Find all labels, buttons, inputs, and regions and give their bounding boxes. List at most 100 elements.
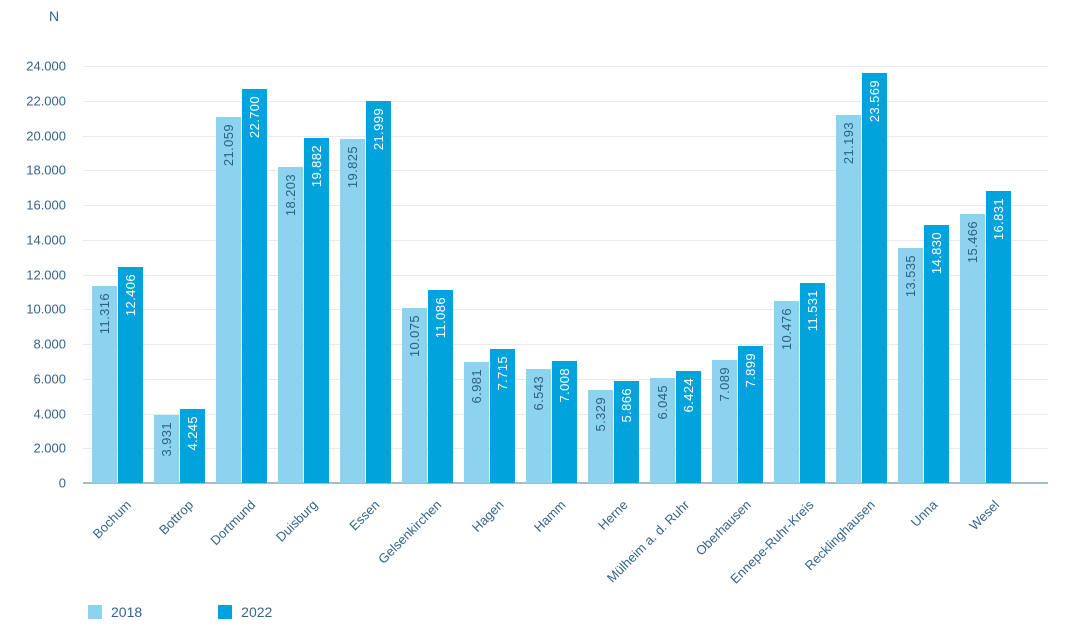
bar-2022-oberhausen: 7.899 [738, 346, 763, 483]
bar-value-label: 15.466 [965, 221, 980, 264]
x-axis-label: Herne [594, 497, 631, 533]
bar-value-label: 23.569 [867, 80, 882, 123]
bar-2022-duisburg: 19.882 [304, 138, 329, 483]
legend-label: 2018 [111, 604, 143, 620]
bar-2022-gelsenkirchen: 11.086 [428, 290, 453, 483]
bar-group-hagen: 6.981 7.715 [464, 349, 515, 483]
bar-2018-unna: 13.535 [898, 248, 923, 483]
bar-value-label: 19.825 [345, 146, 360, 189]
x-axis-label: Oberhausen [693, 497, 755, 559]
bar-2022-ennepe-ruhr-kreis: 11.531 [800, 283, 825, 483]
bar-2022-dortmund: 22.700 [242, 89, 267, 483]
bar-2018-essen: 19.825 [340, 139, 365, 483]
gridline [83, 274, 1048, 276]
bar-value-label: 7.089 [717, 367, 732, 402]
bar-2018-hagen: 6.981 [464, 362, 489, 483]
y-tick-label: 0 [58, 475, 66, 491]
bar-group-wesel: 15.466 16.831 [960, 191, 1011, 483]
bar-2018-recklinghausen: 21.193 [836, 115, 861, 483]
bar-value-label: 22.700 [247, 96, 262, 139]
bar-group-unna: 13.535 14.830 [898, 225, 949, 483]
x-axis-label: Gelsenkirchen [374, 497, 445, 567]
bar-2018-duisburg: 18.203 [278, 167, 303, 483]
bar-2022-essen: 21.999 [366, 101, 391, 483]
bar-value-label: 13.535 [903, 255, 918, 298]
y-tick-label: 6.000 [33, 371, 66, 387]
y-tick-label: 16.000 [26, 197, 66, 213]
x-axis-label: Hamm [530, 497, 569, 535]
y-tick-label: 10.000 [26, 301, 66, 317]
bar-group-gelsenkirchen: 10.075 11.086 [402, 290, 453, 483]
bar-2018-oberhausen: 7.089 [712, 360, 737, 483]
bar-group-oberhausen: 7.089 7.899 [712, 346, 763, 483]
bar-group-hamm: 6.543 7.008 [526, 361, 577, 483]
bar-value-label: 16.831 [991, 198, 1006, 241]
bar-group-bottrop: 3.931 4.245 [154, 409, 205, 483]
bar-2022-hamm: 7.008 [552, 361, 577, 483]
gridline [83, 66, 1048, 67]
bar-2018-m-lheim-a-d-ruhr: 6.045 [650, 378, 675, 483]
y-tick-label: 8.000 [33, 336, 66, 352]
bar-2022-recklinghausen: 23.569 [862, 73, 887, 483]
bar-value-label: 12.406 [123, 274, 138, 317]
bar-value-label: 14.830 [929, 232, 944, 275]
bar-group-dortmund: 21.059 22.700 [216, 89, 267, 483]
legend-label: 2022 [241, 604, 273, 620]
y-tick-label: 12.000 [26, 267, 66, 282]
y-tick-label: 18.000 [26, 162, 66, 178]
plot-area: 0 2.000 4.000 6.000 8.000 10.000 12.000 14.000 1… [26, 59, 1048, 586]
x-axis-label: Essen [346, 497, 383, 534]
bar-2022-unna: 14.830 [924, 225, 949, 483]
bar-value-label: 21.999 [371, 108, 386, 151]
gridline [83, 205, 1048, 206]
bar-value-label: 6.543 [531, 376, 546, 411]
bar-group-ennepe-ruhr-kreis: 10.476 11.531 [774, 283, 825, 483]
x-axis-label: Wesel [966, 497, 1003, 534]
bar-value-label: 10.075 [407, 315, 422, 358]
bar-value-label: 7.715 [495, 356, 510, 391]
x-axis-label: Bochum [89, 497, 135, 542]
bar-2018-wesel: 15.466 [960, 214, 985, 483]
gridline [83, 239, 1048, 241]
bar-group-herne: 5.329 5.866 [588, 381, 639, 483]
bar-2018-dortmund: 21.059 [216, 117, 241, 483]
y-tick-label: 24.000 [26, 58, 66, 74]
bar-value-label: 7.899 [743, 353, 758, 388]
bar-value-label: 6.981 [469, 369, 484, 404]
bar-value-label: 5.866 [619, 388, 634, 423]
legend-swatch-2018 [88, 605, 102, 619]
x-axis-label: Duisburg [272, 497, 321, 545]
gridline [83, 135, 1048, 137]
bar-value-label: 10.476 [779, 308, 794, 351]
y-axis-unit-label: N [49, 8, 60, 24]
legend: 2018 2022 [88, 604, 272, 620]
y-tick-label: 2.000 [33, 440, 66, 456]
x-axis-baseline [83, 482, 1048, 484]
bar-value-label: 5.329 [593, 397, 608, 432]
bar-value-label: 21.193 [841, 122, 856, 165]
x-axis-label: Dortmund [207, 497, 259, 549]
bar-value-label: 6.424 [681, 378, 696, 413]
bar-value-label: 11.531 [805, 290, 820, 332]
bar-group-duisburg: 18.203 19.882 [278, 138, 329, 483]
bar-value-label: 4.245 [185, 416, 200, 451]
y-tick-label: 14.000 [26, 232, 66, 248]
bar-value-label: 11.086 [433, 297, 448, 339]
gridline [83, 309, 1048, 311]
legend-swatch-2022 [218, 605, 233, 619]
bar-2022-herne: 5.866 [614, 381, 639, 483]
gridline [83, 170, 1048, 172]
gridline [83, 100, 1048, 102]
bar-group-m-lheim-a-d-ruhr: 6.045 6.424 [650, 371, 701, 483]
bar-value-label: 3.931 [159, 422, 174, 457]
bar-2018-gelsenkirchen: 10.075 [402, 308, 427, 483]
bar-2022-bochum: 12.406 [118, 267, 143, 483]
y-tick-label: 20.000 [26, 128, 66, 143]
bar-group-essen: 19.825 21.999 [340, 101, 391, 483]
x-axis-label: Bottrop [156, 497, 197, 538]
bar-2022-bottrop: 4.245 [180, 409, 205, 483]
bar-value-label: 19.882 [309, 145, 324, 188]
bar-2018-bottrop: 3.931 [154, 415, 179, 483]
bar-2018-ennepe-ruhr-kreis: 10.476 [774, 301, 799, 483]
